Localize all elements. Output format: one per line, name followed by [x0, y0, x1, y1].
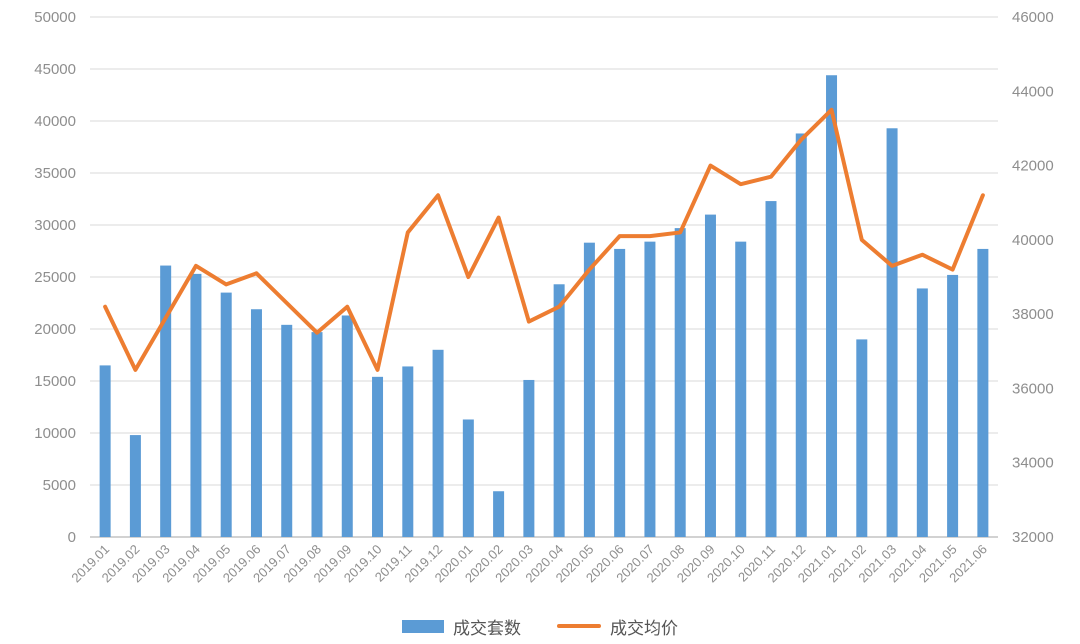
bar-2019.07: [281, 324, 293, 537]
bar-2020.03: [523, 379, 535, 537]
bar-2019.12: [432, 349, 444, 537]
bar-2019.10: [372, 376, 384, 537]
price-line-path: [103, 107, 985, 372]
bars: [99, 75, 989, 538]
left-axis-tick-label: 5000: [43, 477, 76, 494]
left-axis-tick-label: 15000: [34, 373, 76, 390]
legend-item-line-series[interactable]: 成交均价: [557, 614, 678, 639]
bar-2020.05: [583, 242, 595, 537]
bar-2020.07: [644, 241, 656, 537]
bar-2020.12: [795, 133, 807, 538]
bar-2020.10: [735, 241, 747, 537]
right-axis-tick-label: 40000: [1012, 232, 1054, 249]
bar-2019.06: [250, 309, 262, 537]
bar-2020.06: [614, 248, 626, 538]
chart-legend: 成交套数 成交均价: [0, 612, 1080, 640]
bar-2021.03: [886, 128, 898, 537]
bar-series-label: 成交套数: [453, 618, 521, 638]
right-axis-tick-label: 46000: [1012, 9, 1054, 26]
left-axis-labels: 0 5000 10000 15000 20000 25000 30000 35000 40000…: [34, 9, 76, 546]
price-line: [103, 107, 985, 372]
left-axis-tick-label: 35000: [34, 165, 76, 182]
left-axis-tick-label: 50000: [34, 9, 76, 26]
right-axis-tick-label: 42000: [1012, 158, 1054, 175]
bar-2019.04: [190, 273, 202, 537]
bar-2021.02: [856, 339, 868, 537]
line-series-label: 成交均价: [610, 618, 678, 638]
left-axis-tick-label: 30000: [34, 217, 76, 234]
legend-item-bar-series[interactable]: 成交套数: [402, 614, 521, 639]
left-axis-tick-label: 40000: [34, 113, 76, 130]
right-axis-tick-label: 44000: [1012, 83, 1054, 100]
right-axis-tick-label: 32000: [1012, 529, 1054, 546]
bar-2019.02: [129, 435, 141, 537]
bar-2019.05: [220, 292, 232, 537]
line-series-swatch: [557, 624, 601, 628]
bar-series-swatch: [402, 619, 444, 633]
left-axis-tick-label: 10000: [34, 425, 76, 442]
right-axis-tick-label: 34000: [1012, 455, 1054, 472]
bar-2020.02: [493, 491, 505, 537]
bar-2021.05: [947, 274, 959, 537]
x-axis-labels: 2019.012019.022019.032019.042019.052019.…: [68, 542, 990, 586]
bar-2019.11: [402, 366, 414, 537]
bar-2019.01: [99, 365, 111, 537]
right-axis-labels: 32000 34000 36000 38000 40000 42000 44000 46000: [1012, 9, 1054, 546]
bar-2019.03: [160, 265, 172, 537]
right-axis-tick-label: 38000: [1012, 306, 1054, 323]
bar-2020.01: [462, 419, 474, 537]
bar-2021.06: [977, 248, 989, 538]
bar-2020.09: [704, 214, 716, 537]
bar-2021.04: [916, 288, 928, 537]
bar-2020.04: [553, 284, 565, 537]
bar-2021.01: [826, 75, 838, 538]
bar-2020.08: [674, 228, 686, 537]
bar-2019.08: [311, 332, 323, 537]
left-axis-tick-label: 20000: [34, 321, 76, 338]
right-axis-tick-label: 36000: [1012, 380, 1054, 397]
left-axis-tick-label: 25000: [34, 269, 76, 286]
bar-2019.09: [341, 315, 353, 537]
left-axis-tick-label: 0: [68, 529, 76, 546]
left-axis-tick-label: 45000: [34, 61, 76, 78]
bar-2020.11: [765, 201, 777, 537]
